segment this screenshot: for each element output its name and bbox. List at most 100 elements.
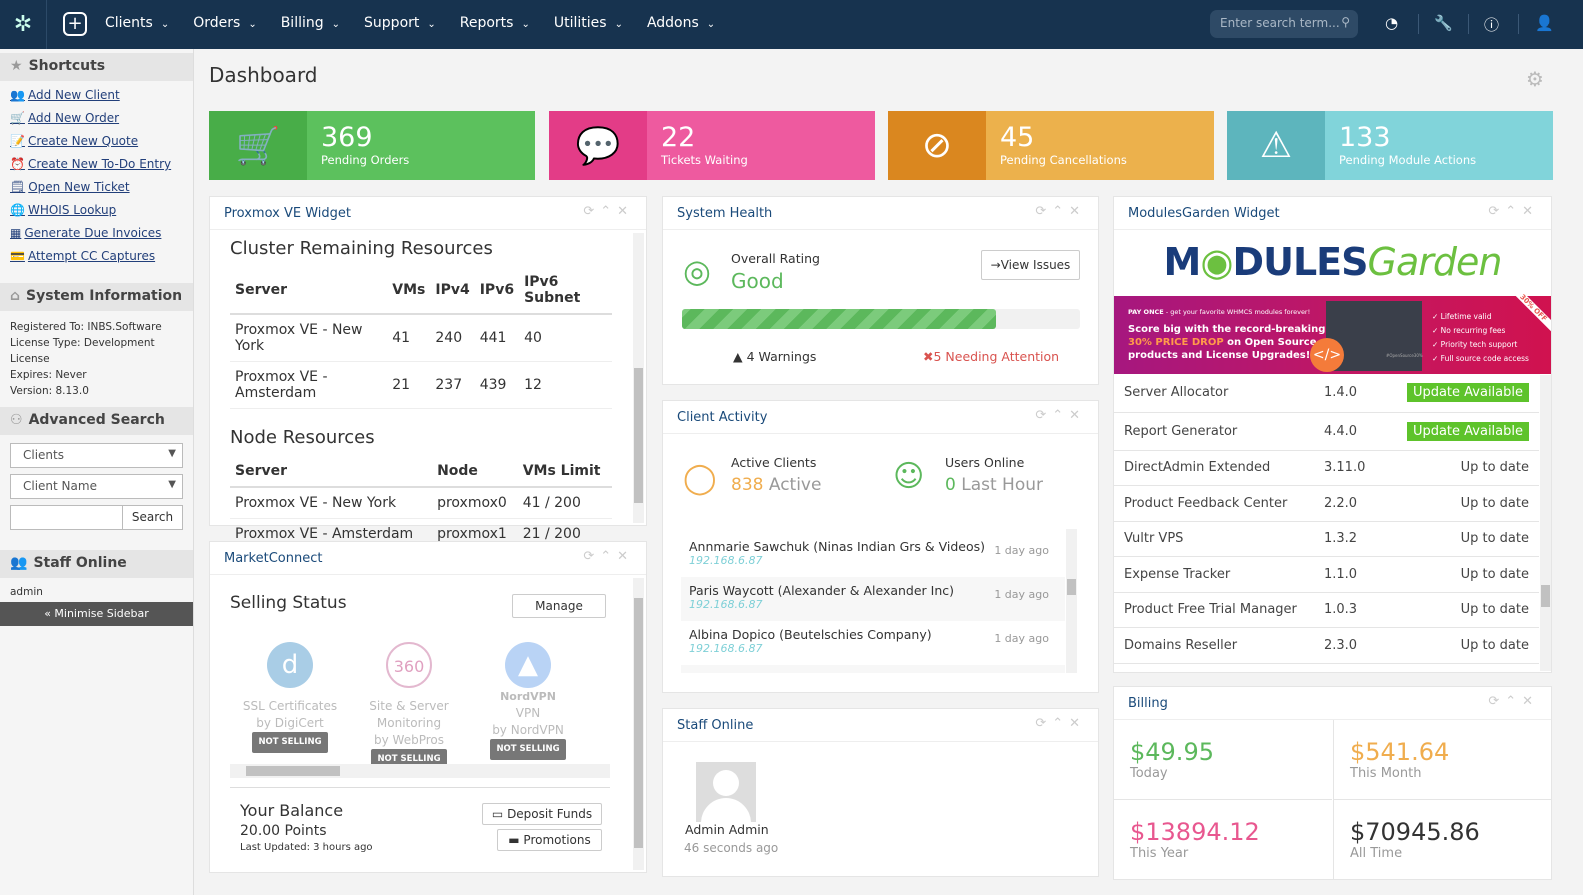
- column-header: Node: [432, 456, 518, 488]
- advanced-search-button[interactable]: Search: [123, 505, 183, 530]
- table-cell: Proxmox VE - New York: [230, 487, 433, 519]
- table-row: Proxmox VE - New York 41 240 441 40: [230, 314, 612, 362]
- menu-reports[interactable]: Reports ⌄: [460, 15, 530, 31]
- system-health-widget: System Health ⟳⌃✕ ◎ Overall Rating Good →…: [662, 196, 1099, 385]
- stat-tile[interactable]: 🛒 369 Pending Orders: [209, 111, 535, 180]
- minimise-sidebar-button[interactable]: « Minimise Sidebar: [0, 602, 193, 626]
- cluster-title: Cluster Remaining Resources: [230, 238, 493, 259]
- panel-controls[interactable]: ⟳⌃✕: [1488, 694, 1539, 709]
- panel-controls[interactable]: ⟳⌃✕: [583, 204, 634, 219]
- wrench-icon[interactable]: 🔧: [1434, 14, 1453, 32]
- avatar: [696, 762, 756, 822]
- rating-value: Good: [731, 269, 784, 293]
- menu-clients[interactable]: Clients ⌄: [105, 15, 169, 31]
- shortcut-link[interactable]: ⏰ Create New To-Do Entry: [0, 154, 193, 177]
- marketconnect-product[interactable]: 360 Site & Server Monitoring by WebPros NOT…: [349, 642, 469, 770]
- shortcut-link[interactable]: 🗒 Open New Ticket: [0, 177, 193, 200]
- update-available-button[interactable]: Update Available: [1406, 421, 1529, 441]
- view-issues-button[interactable]: →View Issues: [981, 250, 1080, 280]
- stat-tile[interactable]: 💬 22 Tickets Waiting: [549, 111, 875, 180]
- user-circle-icon: ◯: [683, 461, 717, 496]
- scrollbar[interactable]: [1066, 529, 1077, 673]
- deposit-funds-button[interactable]: ▭ Deposit Funds: [482, 803, 602, 825]
- panel-title: Billing: [1128, 696, 1168, 711]
- needing-attention[interactable]: ✖5 Needing Attention: [923, 349, 1059, 364]
- horizontal-scrollbar[interactable]: [230, 764, 610, 778]
- scrollbar[interactable]: [633, 233, 644, 523]
- help-icon[interactable]: ⓘ: [1484, 16, 1500, 34]
- chevron-down-icon: ▼: [168, 479, 176, 490]
- chevron-down-icon: ⌄: [160, 19, 170, 30]
- panel-title: Client Activity: [677, 410, 768, 425]
- users-online-label: Users Online: [945, 455, 1025, 470]
- scrollbar[interactable]: [1540, 375, 1551, 671]
- column-header: VMs Limit: [517, 456, 612, 488]
- search-icon[interactable]: ⚲: [1341, 15, 1350, 29]
- shortcut-link[interactable]: 💳 Attempt CC Captures: [0, 246, 193, 269]
- marketconnect-product[interactable]: d SSL Certificates by DigiCert NOT SELLING: [230, 642, 350, 753]
- panel-controls[interactable]: ⟳⌃✕: [1488, 204, 1539, 219]
- warnings[interactable]: ▲ 4 Warnings: [733, 349, 816, 364]
- automation-status-icon[interactable]: ◔: [1385, 14, 1399, 32]
- selling-status-title: Selling Status: [230, 593, 347, 613]
- scrollbar[interactable]: [633, 578, 644, 870]
- add-new-icon[interactable]: +: [63, 12, 87, 36]
- tile-icon: 💬: [549, 111, 647, 180]
- tile-label: Pending Orders: [321, 153, 410, 167]
- menu-utilities[interactable]: Utilities ⌄: [554, 15, 623, 31]
- whmcs-logo[interactable]: ✲: [0, 0, 47, 49]
- module-row: Report Generator 4.4.0 Update Available: [1114, 412, 1539, 451]
- tile-value: 369: [321, 122, 373, 153]
- menu-orders[interactable]: Orders ⌄: [193, 15, 256, 31]
- module-row: Product Free Trial Manager 1.0.3 Up to dat…: [1114, 592, 1539, 628]
- x-icon: ✖: [923, 349, 934, 364]
- marketconnect-product[interactable]: ▲ NordVPN VPN by NordVPN NOT SELLING: [468, 642, 588, 760]
- gear-icon[interactable]: ⚙: [1526, 67, 1544, 91]
- update-available-button[interactable]: Update Available: [1406, 383, 1529, 403]
- shortcut-link[interactable]: 🌐 WHOIS Lookup: [0, 200, 193, 223]
- menu-label: Clients: [105, 15, 153, 31]
- billing-label: All Time: [1350, 846, 1403, 861]
- panel-controls[interactable]: ⟳⌃✕: [1035, 716, 1086, 731]
- tile-value: 133: [1339, 122, 1391, 153]
- search-field-select[interactable]: Client Name ▼: [10, 474, 183, 499]
- table-cell: Proxmox VE - New York: [230, 314, 388, 362]
- menu-addons[interactable]: Addons ⌄: [647, 15, 715, 31]
- user-icon[interactable]: 👤: [1535, 14, 1554, 32]
- search-value-input[interactable]: [10, 505, 123, 530]
- menu-billing[interactable]: Billing ⌄: [281, 15, 340, 31]
- shortcut-link[interactable]: 👥 Add New Client: [0, 85, 193, 108]
- menu-support[interactable]: Support ⌄: [364, 15, 436, 31]
- up-to-date-label: Up to date: [1460, 495, 1529, 511]
- balance-title: Your Balance: [240, 801, 344, 820]
- billing-stat: $49.95 Today: [1114, 720, 1332, 800]
- shortcut-link[interactable]: ▦ Generate Due Invoices: [0, 223, 193, 246]
- table-cell: 12: [519, 361, 612, 409]
- activity-item[interactable]: Annmarie Sawchuk (Ninas Indian Grs & Vid…: [681, 533, 1065, 577]
- menu-label: Orders: [193, 15, 241, 31]
- search-input[interactable]: Enter search term... ⚲: [1210, 10, 1358, 38]
- button-label: Deposit Funds: [507, 807, 593, 821]
- panel-controls[interactable]: ⟳⌃✕: [1035, 204, 1086, 219]
- shortcut-link[interactable]: 🛒 Add New Order: [0, 108, 193, 131]
- billing-value: $70945.86: [1350, 818, 1480, 846]
- table-cell: 441: [474, 314, 520, 362]
- shortcut-link[interactable]: 📝 Create New Quote: [0, 131, 193, 154]
- shortcut-icon: 👥: [10, 88, 25, 102]
- stat-tile[interactable]: ⚠ 133 Pending Module Actions: [1227, 111, 1553, 180]
- divider: [1418, 14, 1419, 34]
- search-type-select[interactable]: Clients ▼: [10, 443, 183, 468]
- module-version: 4.4.0: [1314, 412, 1382, 451]
- stat-tile[interactable]: ⊘ 45 Pending Cancellations: [888, 111, 1214, 180]
- activity-time: 1 day ago: [994, 588, 1049, 601]
- activity-item[interactable]: Paris Waycott (Alexander & Alexander Inc…: [681, 577, 1065, 621]
- activity-item[interactable]: Albina Dopico (Beutelschies Company) 192.…: [681, 621, 1065, 665]
- panel-controls[interactable]: ⟳⌃✕: [1035, 408, 1086, 423]
- manage-button[interactable]: Manage: [512, 594, 606, 618]
- promotions-button[interactable]: ▬ Promotions: [497, 829, 602, 851]
- panel-controls[interactable]: ⟳⌃✕: [583, 549, 634, 564]
- column-header: IPv6 Subnet: [519, 267, 612, 315]
- promo-banner[interactable]: PAY ONCE - get your favorite WHMCS modul…: [1114, 282, 1551, 374]
- table-cell: 41: [387, 314, 431, 362]
- billing-value: $13894.12: [1130, 818, 1260, 846]
